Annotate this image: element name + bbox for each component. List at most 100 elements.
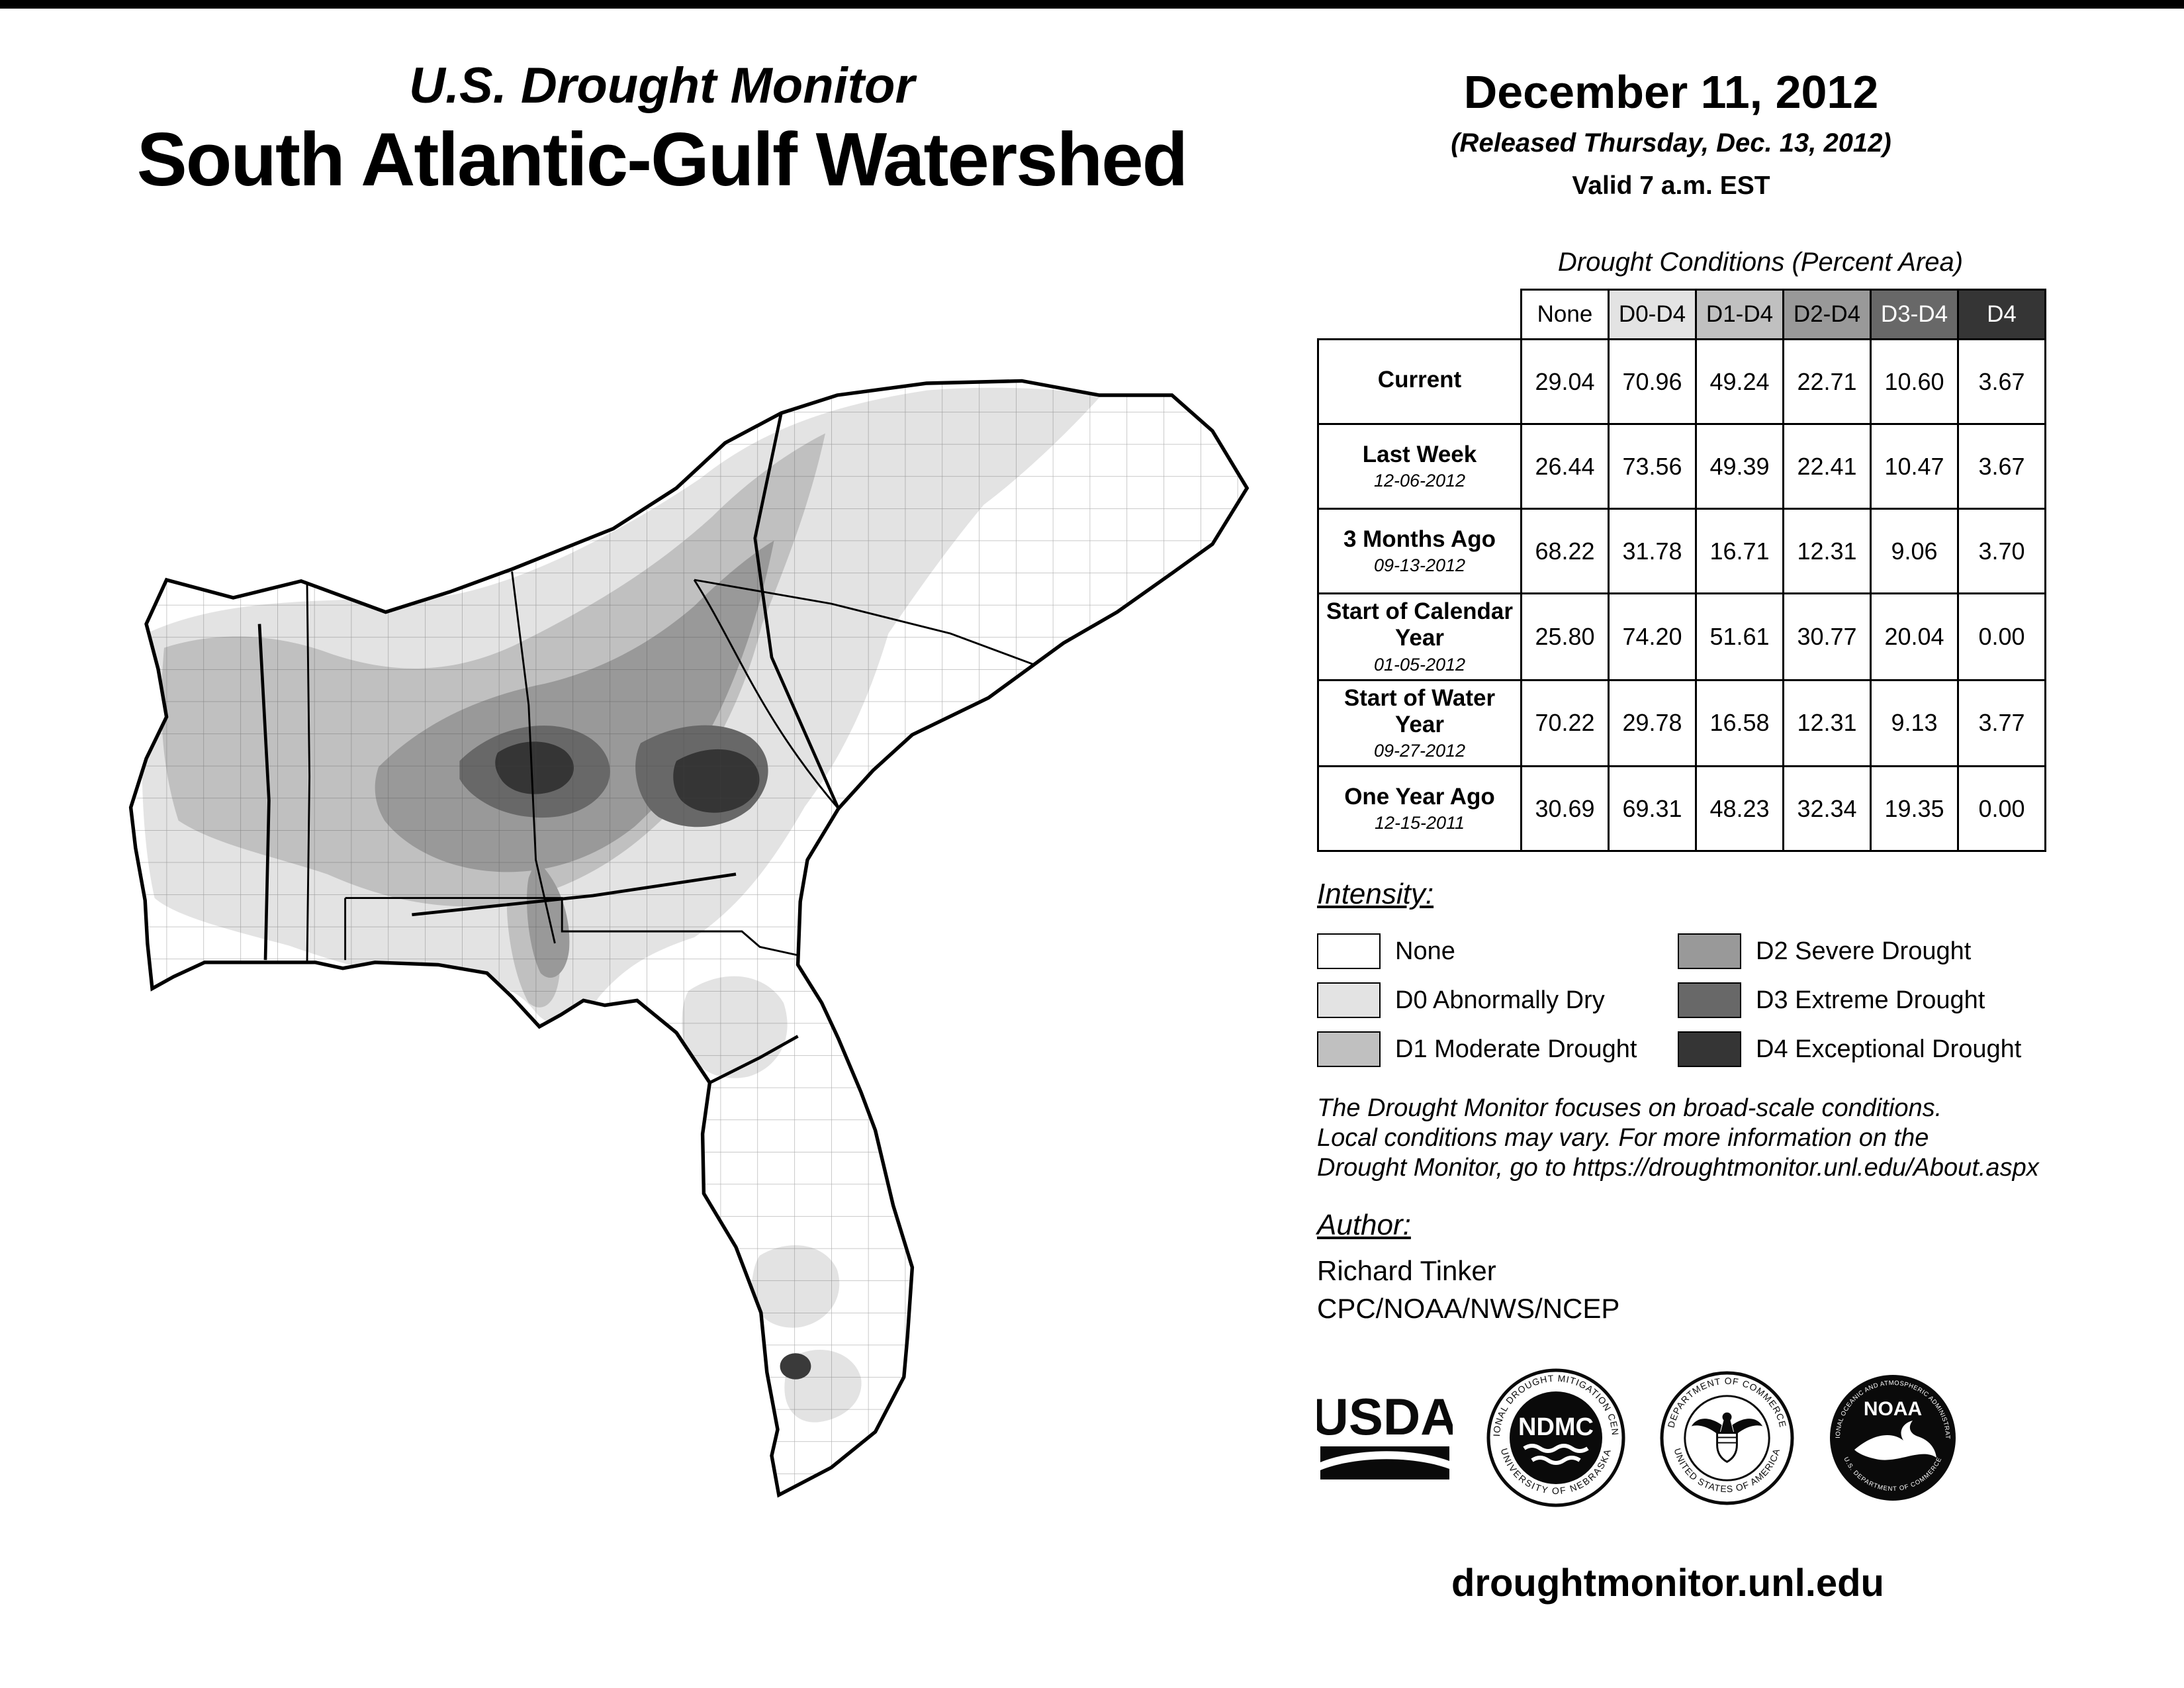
cell-value: 10.47 <box>1870 423 1959 510</box>
legend-item-d2: D2 Severe Drought <box>1678 933 2164 969</box>
usda-logo: USDA <box>1311 1387 1458 1491</box>
row-label-text: Current <box>1377 367 1462 393</box>
legend-label: None <box>1395 937 1455 965</box>
table-title: Drought Conditions (Percent Area) <box>1557 248 1964 277</box>
author-title: Author: <box>1317 1209 1411 1241</box>
author-org: CPC/NOAA/NWS/NCEP <box>1317 1292 1620 1324</box>
table-row: 3 Months Ago 09-13-2012 68.22 31.78 16.7… <box>1317 508 2046 594</box>
legend-swatch-d3 <box>1678 982 1741 1018</box>
state-boundaries <box>306 571 1034 962</box>
cell-value: 29.78 <box>1608 679 1697 767</box>
title-block: U.S. Drought Monitor South Atlantic-Gulf… <box>40 58 1284 202</box>
legend-item-none: None <box>1317 933 1678 969</box>
cell-value: 3.67 <box>1957 423 2046 510</box>
valid-time: Valid 7 a.m. EST <box>1572 171 1770 201</box>
ndmc-wave-2 <box>1531 1456 1581 1465</box>
cell-value: 32.34 <box>1782 765 1872 852</box>
cell-value: 26.44 <box>1520 423 1610 510</box>
drought-layers <box>130 381 1248 1495</box>
cell-value: 0.00 <box>1957 765 2046 852</box>
drought-conditions-table: None D0-D4 D1-D4 D2-D4 D3-D4 D4 Current … <box>1317 289 2046 852</box>
row-label-3-months-ago: 3 Months Ago 09-13-2012 <box>1317 508 1522 594</box>
author-name: Richard Tinker <box>1317 1255 1496 1286</box>
row-label-text: Start of Water Year <box>1343 684 1496 737</box>
cell-value: 25.80 <box>1520 592 1610 681</box>
cell-value: 0.00 <box>1957 592 2046 681</box>
row-label-date: 09-13-2012 <box>1373 555 1466 576</box>
disclaimer-line: The Drought Monitor focuses on broad-sca… <box>1317 1094 1942 1122</box>
cell-value: 3.70 <box>1957 508 2046 594</box>
cell-value: 69.31 <box>1608 765 1697 852</box>
row-label-date: 12-06-2012 <box>1373 471 1466 491</box>
report-date: December 11, 2012 <box>1463 66 1879 118</box>
legend-grid: None D0 Abnormally Dry D1 Moderate Droug… <box>1317 927 2164 1074</box>
disclaimer-line: Drought Monitor, go to https://droughtmo… <box>1317 1153 2039 1182</box>
cell-value: 73.56 <box>1608 423 1697 510</box>
legend-item-d0: D0 Abnormally Dry <box>1317 982 1678 1018</box>
legend-swatch-none <box>1317 933 1381 969</box>
usda-logo-text: USDA <box>1317 1388 1453 1446</box>
column-header-d3-d4: D3-D4 <box>1870 289 1959 340</box>
ndmc-wave-1 <box>1523 1444 1589 1453</box>
cell-value: 74.20 <box>1608 592 1697 681</box>
row-label-last-week: Last Week 12-06-2012 <box>1317 423 1522 510</box>
table-row: Start of Calendar Year 01-05-2012 25.80 … <box>1317 592 2046 681</box>
ndmc-logo-text: NDMC <box>1518 1413 1594 1441</box>
legend-label: D1 Moderate Drought <box>1395 1035 1637 1063</box>
cell-value: 19.35 <box>1870 765 1959 852</box>
column-header-d0-d4: D0-D4 <box>1608 289 1697 340</box>
cell-value: 49.24 <box>1695 338 1784 425</box>
county-grid <box>130 381 1248 1495</box>
cell-value: 51.61 <box>1695 592 1784 681</box>
column-header-d2-d4: D2-D4 <box>1782 289 1872 340</box>
legend-item-d4: D4 Exceptional Drought <box>1678 1031 2164 1067</box>
cell-value: 16.71 <box>1695 508 1784 594</box>
cell-value: 30.69 <box>1520 765 1610 852</box>
date-block: December 11, 2012 (Released Thursday, De… <box>1324 66 2019 201</box>
legend-label: D2 Severe Drought <box>1756 937 1972 965</box>
cell-value: 9.06 <box>1870 508 1959 594</box>
author-block: Author: Richard Tinker CPC/NOAA/NWS/NCEP <box>1317 1209 1619 1327</box>
table-corner-cell <box>1318 289 1522 340</box>
legend-item-d1: D1 Moderate Drought <box>1317 1031 1678 1067</box>
region-title: South Atlantic-Gulf Watershed <box>136 117 1189 202</box>
top-border <box>0 0 2184 9</box>
legend-item-d3: D3 Extreme Drought <box>1678 982 2164 1018</box>
cell-value: 10.60 <box>1870 338 1959 425</box>
legend-swatch-d4 <box>1678 1031 1741 1067</box>
disclaimer: The Drought Monitor focuses on broad-sca… <box>1317 1094 2171 1182</box>
noaa-logo-text: NOAA <box>1864 1398 1922 1420</box>
noaa-logo: NATIONAL OCEANIC AND ATMOSPHERIC ADMINIS… <box>1828 1373 1958 1506</box>
row-label-one-year-ago: One Year Ago 12-15-2011 <box>1317 765 1522 852</box>
table-row: Start of Water Year 09-27-2012 70.22 29.… <box>1317 679 2046 767</box>
cell-value: 68.22 <box>1520 508 1610 594</box>
usda-logo-swoosh <box>1320 1451 1449 1470</box>
release-date: (Released Thursday, Dec. 13, 2012) <box>1451 128 1891 158</box>
legend-label: D3 Extreme Drought <box>1756 986 1985 1014</box>
legend-label: D0 Abnormally Dry <box>1395 986 1605 1014</box>
row-label-current: Current <box>1317 338 1522 425</box>
cell-value: 22.71 <box>1782 338 1872 425</box>
row-label-text: 3 Months Ago <box>1343 526 1496 552</box>
ndmc-logo: NATIONAL DROUGHT MITIGATION CENTER UNIVE… <box>1486 1368 1626 1511</box>
cell-value: 70.22 <box>1520 679 1610 767</box>
cell-value: 20.04 <box>1870 592 1959 681</box>
row-label-date: 12-15-2011 <box>1374 813 1465 833</box>
row-label-start-calendar-year: Start of Calendar Year 01-05-2012 <box>1317 592 1522 681</box>
table-row: Last Week 12-06-2012 26.44 73.56 49.39 2… <box>1317 423 2046 510</box>
cell-value: 70.96 <box>1608 338 1697 425</box>
intensity-legend: Intensity: None D0 Abnormally Dry D1 Mod… <box>1317 878 2164 1074</box>
row-label-text: Start of Calendar Year <box>1326 598 1513 651</box>
disclaimer-line: Local conditions may vary. For more info… <box>1317 1123 1929 1152</box>
cell-value: 9.13 <box>1870 679 1959 767</box>
column-header-d4: D4 <box>1957 289 2046 340</box>
drought-map <box>93 318 1284 1569</box>
table-row: Current 29.04 70.96 49.24 22.71 10.60 3.… <box>1317 338 2046 425</box>
table-row: One Year Ago 12-15-2011 30.69 69.31 48.2… <box>1317 765 2046 852</box>
row-label-date: 01-05-2012 <box>1373 654 1466 675</box>
noaa-gull-shape <box>1854 1421 1936 1460</box>
monitor-title: U.S. Drought Monitor <box>408 58 915 114</box>
cell-value: 29.04 <box>1520 338 1610 425</box>
legend-swatch-d1 <box>1317 1031 1381 1067</box>
